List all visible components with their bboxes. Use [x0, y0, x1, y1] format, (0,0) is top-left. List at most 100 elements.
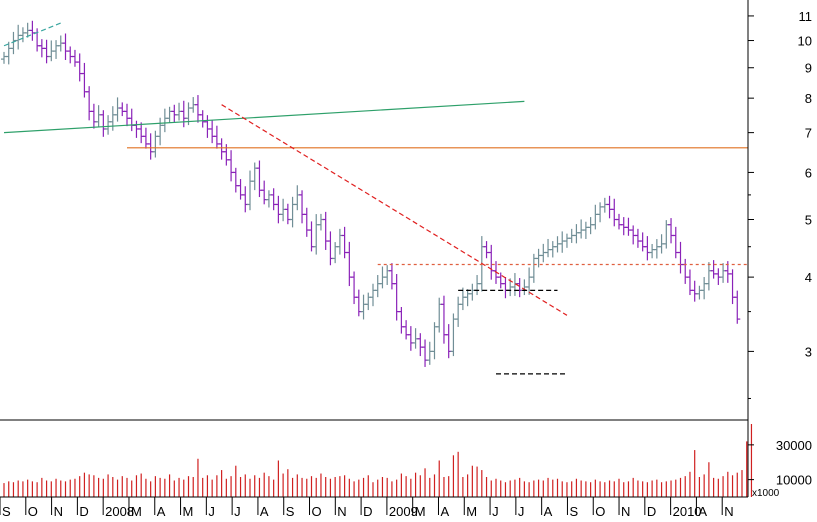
- price-bar: [384, 265, 391, 285]
- price-tick-label: 10: [798, 34, 812, 49]
- price-bar: [563, 233, 570, 248]
- price-bar: [701, 277, 708, 300]
- price-bar: [67, 46, 74, 64]
- price-bar: [360, 294, 367, 320]
- time-tick-label: 2010: [673, 504, 702, 519]
- price-tick-label: 9: [805, 61, 812, 76]
- price-bar: [403, 320, 410, 340]
- price-bar: [696, 285, 703, 300]
- price-bar: [157, 117, 164, 146]
- time-tick-label: O: [312, 504, 322, 519]
- price-bar: [582, 221, 589, 239]
- price-bar: [483, 241, 490, 259]
- price-bar: [53, 40, 60, 59]
- price-bar: [95, 105, 102, 127]
- time-tick-label: M: [183, 504, 194, 519]
- price-bar: [559, 231, 566, 253]
- price-bar: [194, 95, 201, 123]
- price-bar: [578, 219, 585, 239]
- price-bar: [10, 31, 17, 55]
- price-tick-label: 4: [805, 270, 812, 285]
- price-bar: [691, 280, 698, 302]
- time-tick-label: J: [208, 504, 215, 519]
- volume-panel: [3, 424, 753, 497]
- price-bar: [450, 313, 457, 357]
- price-bar: [128, 108, 135, 132]
- price-bar: [502, 277, 509, 299]
- price-bar: [573, 224, 580, 244]
- price-bar: [677, 241, 684, 274]
- price-bar: [341, 226, 348, 259]
- time-tick-label: J: [492, 504, 499, 519]
- price-bar: [455, 296, 462, 327]
- price-bar: [374, 275, 381, 298]
- price-bar: [592, 204, 599, 230]
- price-bar: [370, 283, 376, 307]
- price-bar: [672, 226, 679, 259]
- price-tick-label: 3: [805, 344, 812, 359]
- line-downtrend-red: [221, 104, 568, 316]
- time-tick-label: N: [724, 504, 733, 519]
- price-bar: [422, 339, 429, 367]
- time-tick-label: O: [595, 504, 605, 519]
- price-bar: [327, 231, 334, 266]
- price-bar: [346, 241, 353, 287]
- chart-frame: [0, 0, 749, 498]
- time-tick-label: O: [28, 504, 38, 519]
- time-tick-label: N: [337, 504, 346, 519]
- price-bar: [90, 103, 97, 129]
- price-bar: [431, 322, 438, 360]
- price-bar: [620, 217, 627, 236]
- price-bar: [682, 258, 689, 284]
- price-bar: [62, 33, 69, 61]
- time-tick-label: D: [363, 504, 372, 519]
- price-bar: [199, 110, 206, 128]
- price-bar: [407, 326, 414, 351]
- price-tick-label: 5: [805, 213, 812, 228]
- price-bar: [161, 108, 168, 133]
- price-bar: [734, 290, 741, 324]
- price-bar: [388, 263, 395, 290]
- time-tick-label: N: [54, 504, 63, 519]
- time-tick-label: 2009: [389, 504, 418, 519]
- price-bar: [729, 269, 736, 305]
- price-bar: [516, 278, 523, 298]
- price-bar: [256, 160, 263, 198]
- price-bar: [294, 185, 301, 211]
- price-tick-label: 7: [805, 126, 812, 141]
- price-panel: [1, 20, 748, 375]
- price-bar: [237, 179, 244, 200]
- price-bar: [228, 150, 235, 182]
- volume-tick-label: 10000: [776, 473, 812, 488]
- price-bar: [114, 97, 121, 122]
- price-bar: [459, 287, 466, 311]
- price-bar: [545, 238, 552, 258]
- price-bar: [436, 297, 443, 333]
- price-bar: [634, 228, 641, 248]
- time-tick-label: A: [698, 504, 707, 519]
- price-axis: 3 4 5 6 7 8 9 10 11: [748, 9, 812, 399]
- price-bar: [213, 125, 220, 149]
- price-bar: [317, 213, 324, 231]
- price-bar: [275, 195, 282, 224]
- price-bar: [469, 283, 476, 301]
- time-tick-label: J: [234, 504, 241, 519]
- price-bar: [597, 202, 604, 223]
- price-bar: [639, 232, 646, 252]
- time-tick-label: S: [569, 504, 578, 519]
- time-tick-label: J: [518, 504, 525, 519]
- price-bar: [15, 24, 22, 50]
- price-bar: [100, 110, 107, 137]
- time-tick-label: D: [79, 504, 88, 519]
- price-bar: [29, 20, 36, 41]
- time-tick-label: A: [260, 504, 269, 519]
- price-bar: [686, 269, 693, 296]
- price-bar: [445, 324, 452, 359]
- price-bar: [119, 102, 126, 117]
- price-bar: [398, 306, 405, 334]
- price-bar: [218, 138, 225, 160]
- price-bar: [43, 39, 50, 64]
- price-bar: [166, 106, 173, 123]
